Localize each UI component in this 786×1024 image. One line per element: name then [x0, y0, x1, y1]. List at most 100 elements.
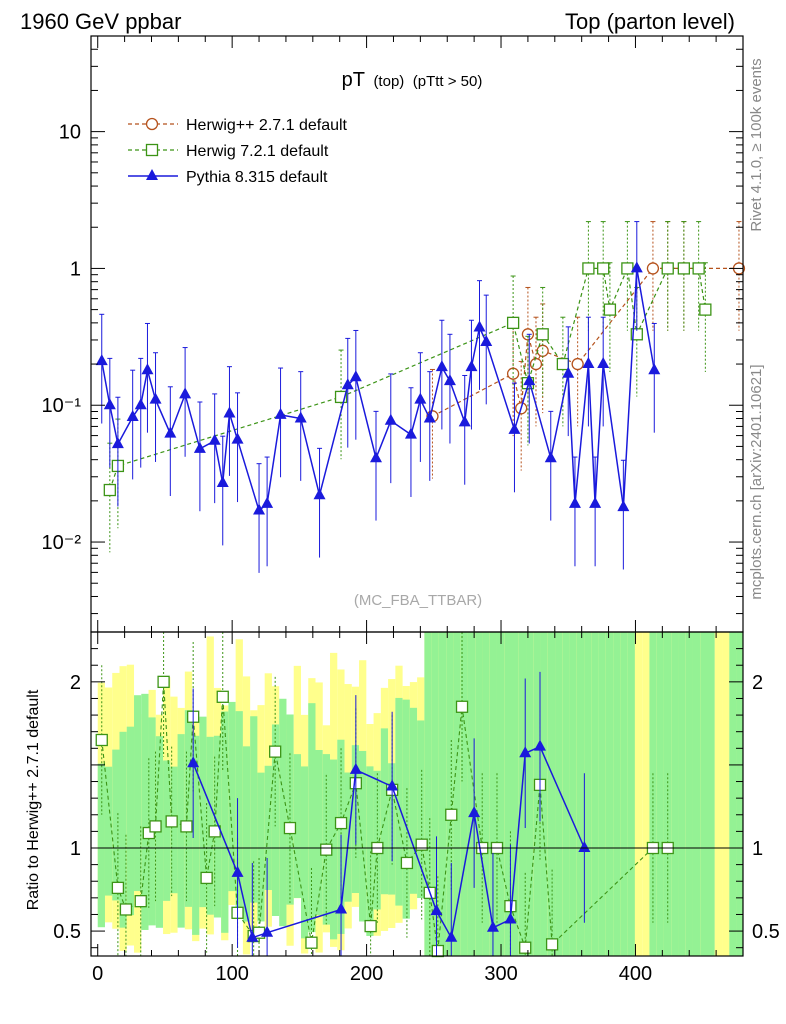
ratio-point-herwig7 — [305, 936, 318, 949]
legend-label-herwigpp: Herwig++ 2.7.1 default — [186, 117, 348, 134]
ratio-point-herwig7 — [283, 821, 297, 835]
ratio-point-herwig7 — [134, 895, 147, 908]
green-band-bin — [453, 632, 461, 956]
data-point-pythia — [508, 422, 521, 434]
ratio-point-herwig7 — [415, 838, 428, 851]
data-point-pythia — [341, 378, 354, 390]
green-band-bin — [126, 726, 135, 916]
data-point-pythia — [208, 433, 221, 445]
data-point-herwig7 — [536, 328, 549, 341]
data-point-herwig7 — [597, 262, 610, 275]
green-band-bin — [685, 632, 693, 956]
ratio-frame — [90, 631, 744, 957]
green-band-bin — [431, 632, 439, 956]
y-tick-label: 10⁻¹ — [42, 395, 82, 417]
data-point-pythia — [369, 451, 382, 463]
green-band-bin — [678, 632, 686, 956]
green-band-bin — [112, 749, 120, 901]
y-tick-label: 10 — [59, 122, 81, 144]
ratio-point-herwig7 — [216, 690, 229, 703]
data-point-pythia — [294, 411, 307, 423]
data-point-pythia — [223, 406, 236, 418]
data-point-pythia — [562, 366, 575, 378]
green-band-bin — [540, 632, 548, 956]
ratio-point-pythia — [430, 904, 443, 916]
green-band-bin — [141, 693, 149, 930]
ratio-point-herwig7 — [157, 675, 170, 688]
green-band-bin — [489, 632, 497, 956]
data-point-pythia — [435, 360, 448, 372]
header-right: Top (parton level) — [565, 9, 735, 34]
ratio-point-pythia — [246, 930, 259, 942]
green-band-bin — [598, 632, 606, 956]
green-band-bin — [547, 632, 556, 956]
green-band-bin — [424, 632, 432, 956]
ratio-point-herwig7 — [200, 871, 213, 885]
ratio-point-pythia — [335, 902, 348, 914]
green-band-bin — [315, 750, 323, 916]
data-point-herwig7 — [661, 262, 674, 275]
ratio-point-herwig7 — [364, 919, 377, 933]
green-band-bin — [584, 632, 592, 956]
ratio-point-herwig7 — [149, 820, 162, 833]
ratio-point-pythia — [519, 746, 532, 758]
green-band-bin — [562, 632, 570, 956]
title-main: pT — [342, 69, 365, 91]
data-point-pythia — [134, 398, 147, 410]
green-band-bin — [380, 728, 389, 895]
green-band-bin — [104, 766, 113, 896]
legend-marker-herwig7 — [145, 143, 159, 157]
rivet-label: Rivet 4.1.0, ≥ 100k events — [748, 58, 765, 231]
data-point-pythia — [414, 392, 427, 404]
ratio-point-pythia — [468, 806, 481, 818]
data-point-pythia — [349, 370, 362, 382]
ratio-point-herwig7 — [269, 745, 282, 758]
data-point-pythia — [253, 503, 266, 515]
green-band-bin — [366, 766, 374, 936]
green-band-bin — [460, 632, 468, 956]
data-point-pythia — [384, 413, 397, 425]
data-point-herwig7 — [692, 262, 705, 275]
green-band-bin — [257, 772, 265, 922]
legend-marker-pythia — [146, 169, 158, 180]
data-point-pythia — [95, 354, 108, 366]
green-band-bin — [620, 632, 628, 956]
axis-ticks: 0 100 200 300 400 10 1 10⁻¹ 10⁻² 2 2 1 1 0.5 0.5 — [42, 35, 780, 985]
green-band-bin — [692, 632, 701, 956]
data-point-herwig7 — [699, 303, 712, 316]
data-point-pythia — [597, 357, 610, 369]
green-band-bin — [170, 766, 178, 894]
green-band-bin — [511, 632, 519, 956]
data-point-pythia — [179, 387, 192, 399]
x-tick-label: 0 — [92, 963, 103, 985]
green-band-bin — [300, 766, 309, 939]
ratio-tick-label-right: 1 — [752, 838, 763, 860]
green-band-bin — [569, 632, 577, 956]
green-band-bin — [613, 632, 621, 956]
green-band-bin — [504, 632, 512, 956]
green-band-bin — [199, 716, 207, 908]
x-tick-label: 300 — [484, 963, 517, 985]
data-point-pythia — [313, 488, 326, 500]
data-point-herwig7 — [677, 262, 690, 275]
green-band-bin — [119, 731, 127, 928]
data-point-pythia — [465, 360, 478, 372]
data-point-pythia — [126, 410, 139, 422]
green-band-bin — [605, 632, 614, 956]
data-point-pythia — [630, 261, 643, 273]
green-band-bin — [228, 701, 236, 892]
ratio-series — [95, 632, 674, 958]
data-point-pythia — [582, 357, 595, 369]
green-band-bin — [271, 724, 280, 917]
green-band-bin — [475, 632, 483, 956]
yellow-band-bin — [722, 632, 730, 956]
green-band-bin — [264, 765, 272, 891]
data-point-pythia — [141, 363, 154, 375]
green-band-bin — [656, 632, 664, 956]
data-point-pythia — [216, 476, 229, 488]
green-band-bin — [97, 763, 105, 928]
green-band-bin — [707, 632, 715, 956]
legend: Herwig++ 2.7.1 default Herwig 7.2.1 defa… — [128, 117, 348, 186]
title-cond: (pTtt > 50) — [413, 73, 483, 90]
